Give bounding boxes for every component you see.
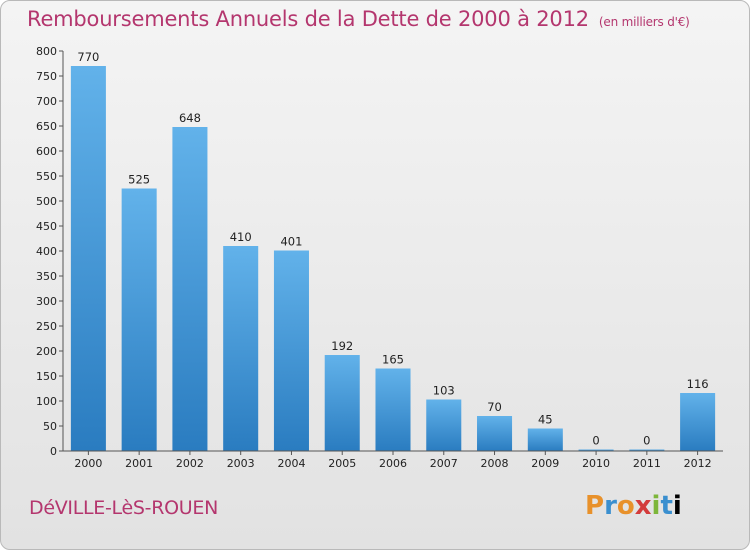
bar-2009 <box>527 428 563 451</box>
y-tick-label: 500 <box>36 195 57 208</box>
x-tick-label-2006: 2006 <box>379 457 407 470</box>
proxiti-logo: Proxiti <box>585 491 682 521</box>
bar-2008 <box>477 416 513 451</box>
value-label-2001: 525 <box>128 173 150 187</box>
commune-name: DéVILLE-LèS-ROUEN <box>29 497 218 519</box>
y-tick-label: 650 <box>36 120 57 133</box>
value-label-2008: 70 <box>487 400 502 414</box>
value-label-2004: 401 <box>280 235 302 249</box>
y-tick-label: 0 <box>50 445 57 458</box>
chart-subtitle: (en milliers d'€) <box>598 15 690 29</box>
x-tick-label-2008: 2008 <box>481 457 509 470</box>
y-tick-label: 150 <box>36 370 57 383</box>
y-tick-label: 300 <box>36 295 57 308</box>
y-tick-label: 350 <box>36 270 57 283</box>
bar-2011 <box>629 449 665 451</box>
x-tick-label-2011: 2011 <box>633 457 661 470</box>
x-axis: 2000 2001 2002 2003 2004 2005 2006 2007 2008 2009… <box>63 450 723 470</box>
y-axis: 0 50 100 150 200 250 300 350 400 450 500 550 600 650 7… <box>36 45 64 458</box>
y-tick-label: 200 <box>36 345 57 358</box>
x-tick-label-2000: 2000 <box>74 457 102 470</box>
x-tick-label-2003: 2003 <box>227 457 255 470</box>
chart-title-text: Remboursements Annuels de la Dette de 20… <box>27 7 589 31</box>
bar-2005 <box>324 355 360 451</box>
bar-2000 <box>70 66 106 451</box>
bar-2012 <box>680 393 716 451</box>
value-label-2009: 45 <box>538 413 553 427</box>
value-label-2012: 116 <box>687 377 709 391</box>
value-label-2007: 103 <box>433 384 455 398</box>
y-tick-label: 450 <box>36 220 57 233</box>
value-label-2003: 410 <box>230 230 252 244</box>
value-label-2010: 0 <box>592 434 599 448</box>
x-tick-label-2004: 2004 <box>277 457 305 470</box>
bar-2002 <box>172 127 208 451</box>
y-tick-label: 800 <box>36 45 57 58</box>
y-tick-label: 600 <box>36 145 57 158</box>
chart-title: Remboursements Annuels de la Dette de 20… <box>27 7 690 31</box>
x-tick-label-2005: 2005 <box>328 457 356 470</box>
value-label-2011: 0 <box>643 434 650 448</box>
x-tick-label-2007: 2007 <box>430 457 458 470</box>
bar-2003 <box>223 246 259 451</box>
bar-2004 <box>273 250 309 451</box>
bar-2010 <box>578 449 614 451</box>
value-labels: 770 525 648 410 401 192 165 103 70 45 0 0 116 <box>77 50 708 448</box>
bar-2007 <box>426 399 462 451</box>
bar-2001 <box>121 188 157 451</box>
bar-2006 <box>375 368 411 451</box>
x-tick-label-2001: 2001 <box>125 457 153 470</box>
y-tick-label: 750 <box>36 70 57 83</box>
y-tick-label: 700 <box>36 95 57 108</box>
y-tick-label: 400 <box>36 245 57 258</box>
y-tick-label: 50 <box>43 420 57 433</box>
x-tick-label-2002: 2002 <box>176 457 204 470</box>
bars <box>70 66 716 451</box>
x-tick-label-2009: 2009 <box>531 457 559 470</box>
y-tick-label: 550 <box>36 170 57 183</box>
value-label-2002: 648 <box>179 111 201 125</box>
y-tick-label: 100 <box>36 395 57 408</box>
x-tick-label-2012: 2012 <box>684 457 712 470</box>
x-tick-label-2010: 2010 <box>582 457 610 470</box>
y-tick-label: 250 <box>36 320 57 333</box>
value-label-2000: 770 <box>77 50 99 64</box>
value-label-2005: 192 <box>331 339 353 353</box>
value-label-2006: 165 <box>382 353 404 367</box>
